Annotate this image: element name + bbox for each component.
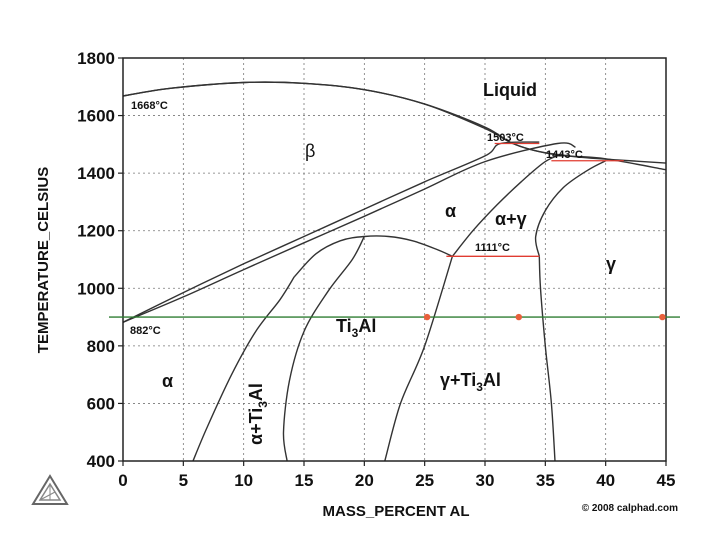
boundary-alpha-gamma-left	[451, 152, 564, 257]
temp-label-1443: 1443°C	[546, 149, 583, 161]
x-tick-label: 25	[415, 471, 434, 490]
x-axis-title: MASS_PERCENT AL	[323, 503, 470, 520]
y-tick-label: 1800	[77, 49, 115, 68]
x-tick-label: 40	[596, 471, 615, 490]
boundary-beta-transus-upper	[122, 141, 540, 323]
temp-label-882: 882°C	[130, 325, 161, 337]
x-tick-label: 15	[295, 471, 314, 490]
y-tick-label: 1400	[77, 164, 115, 183]
x-tick-label: 5	[179, 471, 188, 490]
phase-label-alpha-low: α	[162, 371, 173, 391]
boundary-ti3al-right	[384, 256, 454, 462]
x-tick-label: 30	[476, 471, 495, 490]
boundary-solidus	[122, 81, 667, 171]
y-tick-label: 1600	[77, 107, 115, 126]
x-tick-label: 0	[118, 471, 127, 490]
grid-lines	[118, 57, 667, 466]
phase-label-alpha-gamma: α+γ	[495, 209, 527, 229]
x-tick-label: 20	[355, 471, 374, 490]
boundary-liquidus	[122, 81, 667, 164]
x-tick-labels: 0 5 10 15 20 25 30 35 40 45	[118, 471, 675, 490]
y-tick-label: 800	[87, 337, 115, 356]
y-axis-title: TEMPERATURE_CELSIUS	[35, 167, 52, 353]
x-tick-label: 35	[536, 471, 555, 490]
invariant-lines	[446, 142, 624, 257]
calphad-triangle-logo	[31, 474, 69, 505]
phase-label-gamma: γ	[606, 254, 616, 274]
y-tick-label: 1000	[77, 279, 115, 298]
boundary-gamma-solvus	[534, 160, 607, 257]
y-tick-labels: 400 600 800 1000 1200 1400 1600 1800	[77, 49, 115, 471]
reference-point	[659, 313, 666, 321]
boundary-alpha-dome	[293, 235, 453, 278]
boundary-beta-transus-lower	[122, 142, 576, 323]
phase-label-alpha-ti3al: α+Ti3Al	[246, 383, 270, 445]
temp-label-1111: 1111°C	[475, 242, 510, 254]
y-tick-label: 400	[87, 452, 115, 471]
boundary-ti3al-right-left	[282, 236, 365, 462]
reference-points	[423, 313, 666, 321]
boundary-ti3al-left	[192, 276, 295, 462]
phase-label-liquid: Liquid	[483, 80, 537, 100]
phase-label-gamma-ti3al: γ+Ti3Al	[440, 370, 501, 394]
phase-label-ti3al: Ti3Al	[336, 316, 376, 340]
phase-boundaries	[122, 81, 667, 462]
temp-label-1668: 1668°C	[131, 100, 168, 112]
x-tick-label: 45	[657, 471, 676, 490]
boundary-gamma-left	[538, 256, 556, 462]
y-tick-label: 1200	[77, 222, 115, 241]
temp-label-1503: 1503°C	[487, 132, 524, 144]
phase-label-beta: β	[305, 141, 315, 161]
plot-frame	[122, 57, 667, 462]
y-tick-label: 600	[87, 394, 115, 413]
x-tick-label: 10	[234, 471, 253, 490]
reference-point	[515, 313, 522, 321]
reference-point	[423, 313, 431, 321]
copyright-credit: © 2008 calphad.com	[582, 503, 678, 514]
phase-label-alpha-high: α	[445, 201, 456, 221]
